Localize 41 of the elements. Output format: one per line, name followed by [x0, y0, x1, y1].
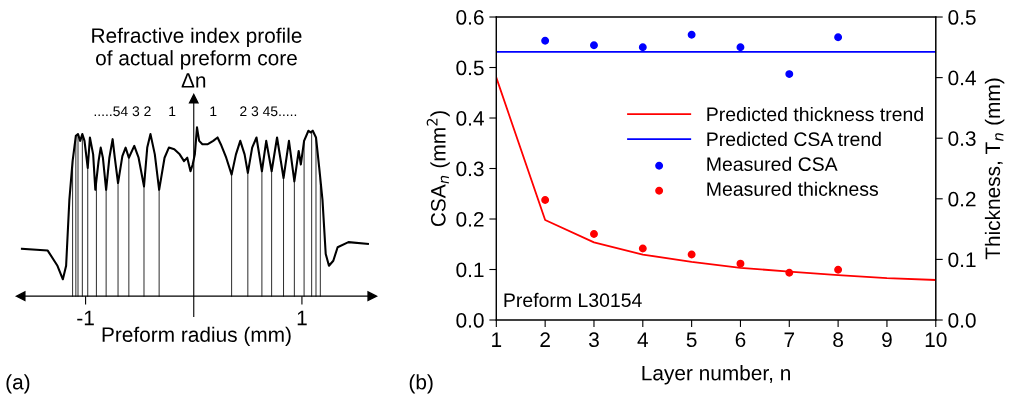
chart-title: Refractive index profile of actual preform core	[92, 27, 302, 70]
y-tick-label: 0.1	[456, 262, 484, 278]
y-tick-label: 0.0	[456, 313, 484, 328]
annotation: Preform L30154	[504, 292, 642, 308]
y2-tick-label: 0.1	[948, 252, 976, 268]
legend-label: Predicted thickness trend	[707, 106, 923, 122]
x-tick-label: 6	[735, 332, 746, 348]
x-tick-label: 4	[637, 332, 648, 347]
text: 2 3 45.....	[240, 106, 297, 117]
x-tick-label: 2	[540, 332, 550, 347]
y-tick-label: 0.2	[456, 212, 484, 227]
y-tick-label: 0.3	[456, 161, 484, 177]
y2-tick-label: 0.3	[948, 131, 976, 146]
text: (a)	[6, 374, 30, 394]
text: .....54 3 2	[94, 106, 151, 117]
legend-label: Measured CSA	[707, 156, 838, 172]
y-axis-title: CSA$_{n}$ (mm$^{2}$)	[426, 111, 450, 227]
x-axis-title: Layer number, n	[642, 365, 790, 385]
x-tick-label: 3	[588, 332, 599, 348]
y2-axis-title: Thickness, T$_{n}$ (mm)	[984, 78, 1005, 260]
x-tick-label: 8	[833, 332, 843, 348]
legend-label: Predicted CSA trend	[707, 131, 881, 147]
y-tick-label: 0.6	[456, 10, 484, 25]
x-tick-label: 7	[784, 332, 795, 347]
x-axis-title: Preform radius (mm)	[102, 326, 291, 347]
x-tick-label: 9	[882, 332, 892, 348]
y-axis-title: Δn	[181, 73, 206, 88]
text: 1	[210, 106, 217, 117]
x-tick-label: 5	[686, 332, 697, 348]
y-tick-label: 0.4	[456, 111, 484, 126]
y2-tick-label: 0.0	[948, 313, 976, 328]
y2-tick-label: 0.2	[948, 191, 976, 207]
text: 1	[169, 106, 176, 117]
y-tick-label: 0.5	[456, 60, 484, 76]
y2-tick-label: 0.4	[948, 70, 976, 86]
x-tick-label: 1	[492, 332, 502, 347]
legend-label: Measured thickness	[707, 181, 879, 196]
y2-tick-label: 0.5	[948, 10, 976, 25]
x-tick-label: 10	[925, 332, 947, 348]
text: (b)	[409, 374, 433, 394]
x-tick-label: -1	[77, 310, 94, 326]
